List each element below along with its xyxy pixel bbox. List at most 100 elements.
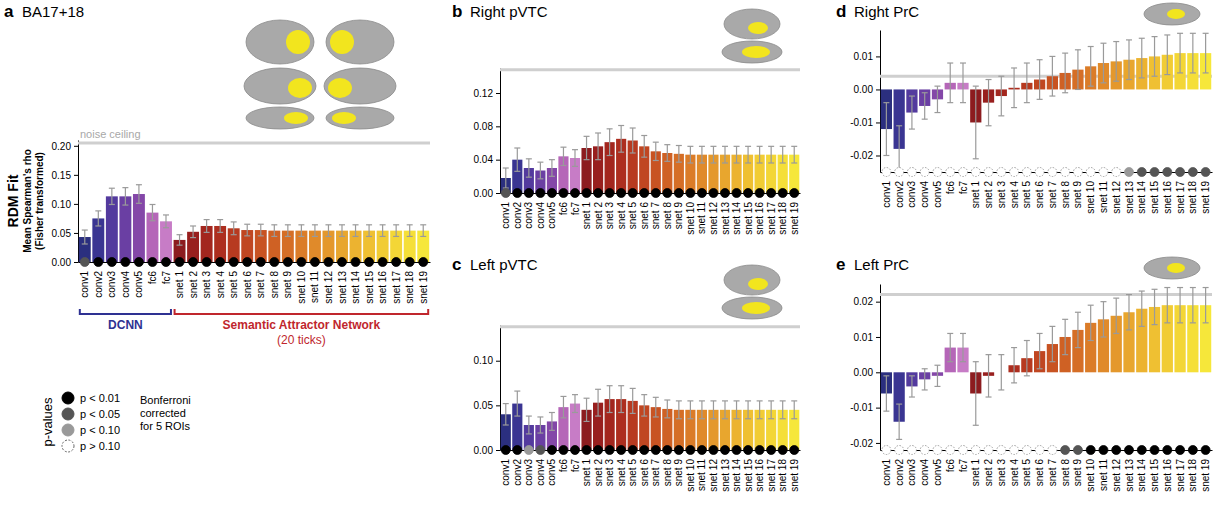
error-bar-cap [986,396,992,397]
x-tick-label: snet 5 [627,202,638,230]
x-tick: conv1 [500,450,511,486]
x-tick: conv3 [906,450,917,486]
error-bar-cap [109,204,115,205]
error-bar-cap [745,162,751,163]
error-bar-stem [1001,355,1002,390]
brain-roi [330,30,354,54]
y-tick-label: 0.15 [52,170,72,181]
significance-dot [1022,446,1031,455]
significance-dot [297,258,306,267]
significance-dot [1188,168,1197,177]
error-bar [549,160,555,177]
x-tick-label: snet 5 [1021,459,1032,487]
error-bar-cap [258,235,264,236]
x-tick: snet 17 [391,262,402,304]
error-bar-stem [1116,298,1117,333]
error-bar-cap [537,416,543,417]
y-tick-label: 0.10 [52,199,72,210]
error-bar [973,362,979,426]
error-bar-cap [934,112,940,113]
error-bar-cap [1011,382,1017,383]
error-bar-stem [1065,53,1066,93]
error-bar-cap [896,125,902,126]
error-bar [699,146,705,163]
significance-dot [94,258,103,267]
error-bar-cap [947,102,953,103]
significance-dot [1137,168,1146,177]
y-tick: 0.00 [474,445,500,456]
significance-dot [882,168,891,177]
x-tick: snet 12 [1111,450,1122,492]
error-bar-stem [632,388,633,413]
error-bar [1062,319,1068,354]
error-bar [95,211,101,226]
significance-dot [1086,446,1095,455]
error-bar-stem [736,401,737,419]
error-bar-cap [1126,329,1132,330]
significance-dot [229,258,238,267]
error-bar [1177,33,1183,73]
error-bar [1177,288,1183,323]
error-bar-stem [678,401,679,419]
significance-dot [628,189,637,198]
x-tick: snet 6 [242,262,253,298]
error-bar-stem [528,416,529,434]
error-bar-cap [791,162,797,163]
x-tick-label: snet 4 [1009,459,1020,487]
y-tick: 0.00 [52,257,78,268]
error-bar [1139,38,1145,78]
x-tick: snet 16 [754,450,765,492]
significance-dot [907,446,916,455]
error-bar-stem [962,333,963,361]
error-bar-cap [986,125,992,126]
error-bar-stem [911,376,912,397]
x-tick: snet 17 [766,450,777,492]
error-bar-cap [960,361,966,362]
x-tick: conv2 [93,262,104,298]
group-bracket [175,309,429,314]
significance-dot [640,446,649,455]
error-bar-cap [922,119,928,120]
noise-ceiling-label: noise ceiling [80,128,141,140]
significance-dot [571,189,580,198]
y-tick-mark [876,122,880,123]
error-bar [1190,33,1196,73]
error-bar-stem [667,400,668,418]
error-bar-cap [1011,67,1017,68]
x-tick-label: snet 2 [593,459,604,487]
error-bar [687,146,693,163]
x-tick-label: snet 2 [983,459,994,487]
y-tick-label: 0.04 [474,154,494,165]
significance-dot [1035,446,1044,455]
significance-dot [559,446,568,455]
x-tick: snet 11 [309,262,320,303]
error-bar-stem [794,146,795,163]
x-tick-label: snet 11 [1098,459,1109,491]
x-tick-label: snet 14 [731,202,742,235]
group-label: DCNN [108,318,143,332]
x-tick: snet 12 [1111,172,1122,214]
x-tick: conv2 [512,450,523,486]
brain-icon [326,20,394,64]
error-bar-cap [1075,89,1081,90]
error-bar-stem [396,225,397,237]
error-bar-cap [699,418,705,419]
panel: aBA17+180.000.050.100.150.20conv1conv2co… [4,2,431,347]
error-bar-stem [886,376,887,411]
error-bar-cap [630,152,636,153]
error-bar [595,389,601,416]
significance-dot [907,168,916,177]
error-bar-cap [909,375,915,376]
error-bar [986,355,992,397]
x-tick: snet 17 [1175,172,1186,214]
x-tick-label: snet 3 [201,271,212,299]
x-tick: snet 9 [673,193,684,229]
x-tick-label: snet 8 [662,202,673,230]
x-tick-label: snet 18 [777,202,788,235]
error-bar-cap [768,400,774,401]
error-bar-stem [517,391,518,416]
error-bar-cap [380,224,386,225]
error-bar-cap [934,365,940,366]
legend-dot [62,424,74,436]
error-bar-cap [1177,33,1183,34]
